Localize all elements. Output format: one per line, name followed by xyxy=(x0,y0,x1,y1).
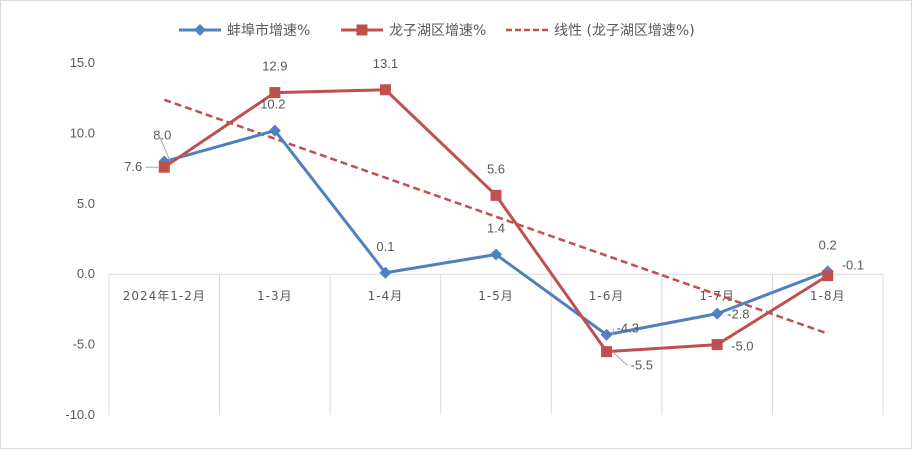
legend: 蚌埠市增速% 龙子湖区增速% 线性 (龙子湖区增速%) xyxy=(179,22,695,39)
data-point xyxy=(379,266,392,279)
data-label: 10.2 xyxy=(260,97,285,112)
legend-entry-1: 龙子湖区增速% xyxy=(341,23,486,39)
data-point xyxy=(379,84,391,96)
data-point xyxy=(490,248,502,261)
data-label: 5.6 xyxy=(487,161,505,176)
y-tick-label: 5.0 xyxy=(77,196,95,211)
data-label: -5.0 xyxy=(731,339,753,354)
y-tick-label: -10.0 xyxy=(65,407,95,422)
trendline xyxy=(163,98,829,335)
y-tick-label: -5.0 xyxy=(73,337,95,352)
x-tick-label: 2024年1-2月 xyxy=(123,289,206,303)
data-label: 7.6 xyxy=(124,159,142,174)
series-layer xyxy=(158,84,834,358)
x-axis: 2024年1-2月 1-3月 1-4月 1-5月 1-6月 1-7月 1-8月 xyxy=(108,273,884,415)
y-tick-label: 10.0 xyxy=(70,125,95,140)
data-label: 1.4 xyxy=(487,220,505,235)
y-tick-label: 0.0 xyxy=(77,266,95,281)
data-label: -2.8 xyxy=(727,307,749,322)
x-tick-label: 1-4月 xyxy=(368,289,404,303)
data-label: 13.1 xyxy=(373,56,398,71)
data-label: 0.2 xyxy=(819,237,837,252)
data-point xyxy=(600,328,613,341)
label-leader-line xyxy=(612,351,628,367)
x-tick-label: 1-3月 xyxy=(257,289,293,303)
label-leader-line xyxy=(612,328,615,335)
legend-label: 龙子湖区增速% xyxy=(389,23,486,39)
data-point xyxy=(269,87,281,99)
legend-marker xyxy=(356,24,368,36)
data-label: 0.1 xyxy=(376,239,394,254)
data-label-layer: 8.0 10.2 0.1 1.4 -4.3 -2.8 0.2 7.6 12.9 13.1 5.6 -5… xyxy=(124,56,864,373)
x-tick-label: 1-8月 xyxy=(810,289,846,303)
legend-entry-2: 线性 (龙子湖区增速%) xyxy=(506,23,695,39)
legend-label: 蚌埠市增速% xyxy=(227,22,310,39)
y-axis: 15.0 10.0 5.0 0.0 -5.0 -10.0 xyxy=(65,55,95,422)
x-tick-label: 1-5月 xyxy=(478,289,514,303)
data-point xyxy=(268,124,281,137)
label-leader-line xyxy=(158,135,171,162)
data-point xyxy=(601,346,613,358)
data-label: -0.1 xyxy=(842,258,864,273)
trendline-layer xyxy=(163,98,829,335)
data-label: -5.5 xyxy=(631,358,653,373)
legend-label: 线性 (龙子湖区增速%) xyxy=(554,23,695,39)
data-label: 8.0 xyxy=(153,128,171,143)
legend-marker xyxy=(194,24,206,36)
x-tick-label: 1-6月 xyxy=(589,289,625,303)
data-point xyxy=(158,161,170,173)
data-label: 12.9 xyxy=(262,59,287,74)
data-label: -4.3 xyxy=(617,321,639,336)
data-point xyxy=(490,189,502,201)
data-point xyxy=(822,270,834,282)
data-point xyxy=(711,339,723,351)
data-point xyxy=(711,307,724,320)
legend-entry-0: 蚌埠市增速% xyxy=(179,22,310,39)
y-tick-label: 15.0 xyxy=(70,55,95,70)
